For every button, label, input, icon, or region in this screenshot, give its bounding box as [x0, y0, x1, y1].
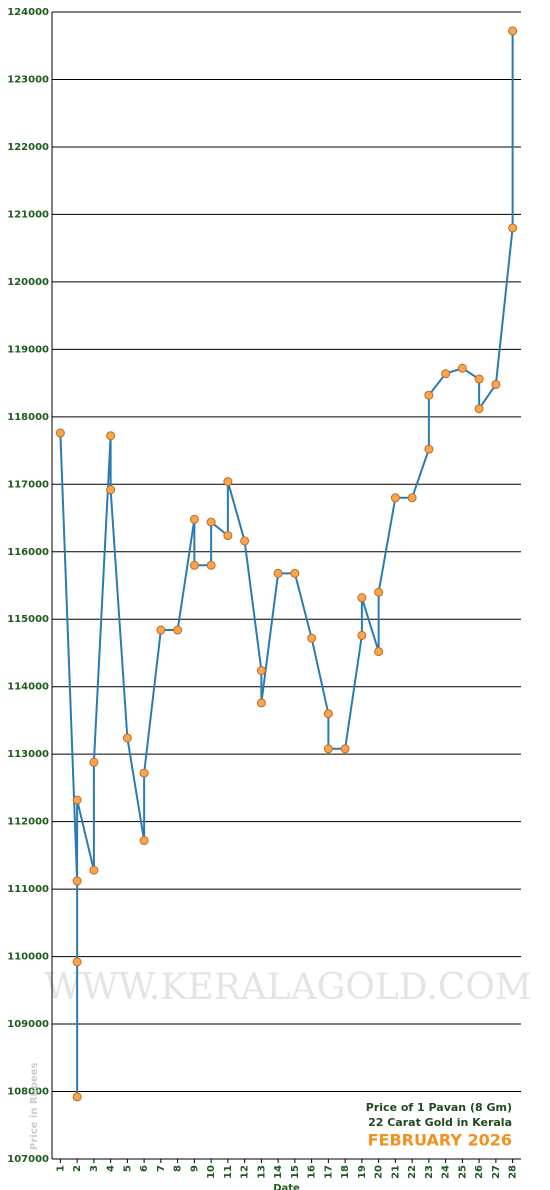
watermark: WWW.KERALAGOLD.COM	[44, 967, 531, 1008]
point	[474, 374, 484, 384]
y-tick-label: 122000	[7, 142, 49, 153]
point	[206, 560, 216, 570]
point	[323, 744, 333, 754]
y-tick-label: 115000	[7, 614, 49, 625]
x-tick-label: 21	[390, 1165, 401, 1179]
x-tick-label: 28	[508, 1165, 519, 1179]
point	[340, 744, 350, 754]
point	[106, 485, 116, 495]
point	[72, 1092, 82, 1102]
y-tick-label: 120000	[7, 277, 49, 288]
point	[189, 514, 199, 524]
x-axis-label: Date	[273, 1183, 300, 1190]
title-line: Price of 1 Pavan (8 Gm)	[366, 1101, 512, 1114]
point	[240, 536, 250, 546]
point	[55, 428, 65, 438]
x-tick-label: 10	[206, 1165, 217, 1179]
y-tick-label: 117000	[7, 479, 49, 490]
x-tick-label: 24	[441, 1165, 452, 1179]
point	[424, 444, 434, 454]
x-tick-label: 2	[72, 1165, 83, 1172]
x-tick-label: 22	[407, 1165, 418, 1179]
x-tick-label: 18	[340, 1165, 351, 1179]
point	[256, 698, 266, 708]
point	[223, 477, 233, 487]
y-tick-label: 108000	[7, 1087, 49, 1098]
y-tick-label: 116000	[7, 547, 49, 558]
point	[89, 865, 99, 875]
x-tick-label: 7	[156, 1165, 167, 1172]
point	[189, 560, 199, 570]
y-tick-label: 121000	[7, 209, 49, 220]
x-tick-label: 20	[374, 1165, 385, 1179]
x-tick-label: 1	[55, 1165, 66, 1172]
point	[256, 666, 266, 676]
point	[357, 630, 367, 640]
y-tick-label: 107000	[7, 1154, 49, 1165]
x-tick-label: 27	[491, 1165, 502, 1179]
x-tick-label: 19	[357, 1165, 368, 1179]
x-tick-label: 3	[89, 1165, 100, 1172]
point	[323, 709, 333, 719]
x-tick-label: 16	[307, 1165, 318, 1179]
point	[122, 733, 132, 743]
y-tick-label: 113000	[7, 749, 49, 760]
y-tick-label: 112000	[7, 817, 49, 828]
x-tick-label: 8	[173, 1165, 184, 1172]
point	[357, 593, 367, 603]
x-tick-label: 9	[189, 1165, 200, 1172]
point	[390, 493, 400, 503]
y-tick-label: 111000	[7, 884, 49, 895]
y-axis-label: Price in Rupees	[29, 1063, 40, 1150]
x-tick-label: 26	[474, 1165, 485, 1179]
point	[139, 836, 149, 846]
point	[424, 390, 434, 400]
point	[106, 431, 116, 441]
x-tick-label: 13	[256, 1165, 267, 1179]
x-tick-label: 12	[240, 1165, 251, 1179]
y-tick-label: 123000	[7, 74, 49, 85]
point	[374, 587, 384, 597]
title-line: 22 Carat Gold in Kerala	[368, 1116, 512, 1129]
point	[173, 625, 183, 635]
y-tick-label: 119000	[7, 344, 49, 355]
y-tick-label: 114000	[7, 682, 49, 693]
x-tick-label: 6	[139, 1165, 150, 1172]
point	[374, 647, 384, 657]
point	[72, 876, 82, 886]
point	[72, 957, 82, 967]
x-tick-label: 4	[106, 1165, 117, 1172]
point	[491, 379, 501, 389]
point	[273, 568, 283, 578]
point	[474, 404, 484, 414]
y-tick-label: 110000	[7, 952, 49, 963]
y-tick-label: 109000	[7, 1019, 49, 1030]
x-tick-label: 17	[323, 1165, 334, 1179]
point	[206, 517, 216, 527]
line	[59, 30, 514, 1097]
point	[223, 531, 233, 541]
x-tick-label: 14	[273, 1165, 284, 1179]
y-tick-label: 124000	[7, 7, 49, 18]
point	[508, 26, 518, 36]
y-tick-label: 118000	[7, 412, 49, 423]
point	[441, 369, 451, 379]
point	[72, 795, 82, 805]
point	[290, 568, 300, 578]
point	[508, 223, 518, 233]
point	[457, 363, 467, 373]
point	[156, 625, 166, 635]
x-tick-label: 5	[122, 1165, 133, 1172]
x-tick-label: 23	[424, 1165, 435, 1179]
point	[407, 493, 417, 503]
point	[89, 757, 99, 767]
point	[139, 768, 149, 778]
title-line: FEBRUARY 2026	[368, 1131, 512, 1150]
point	[307, 633, 317, 643]
x-tick-label: 25	[457, 1165, 468, 1179]
x-tick-label: 15	[290, 1165, 301, 1179]
x-tick-label: 11	[223, 1165, 234, 1179]
